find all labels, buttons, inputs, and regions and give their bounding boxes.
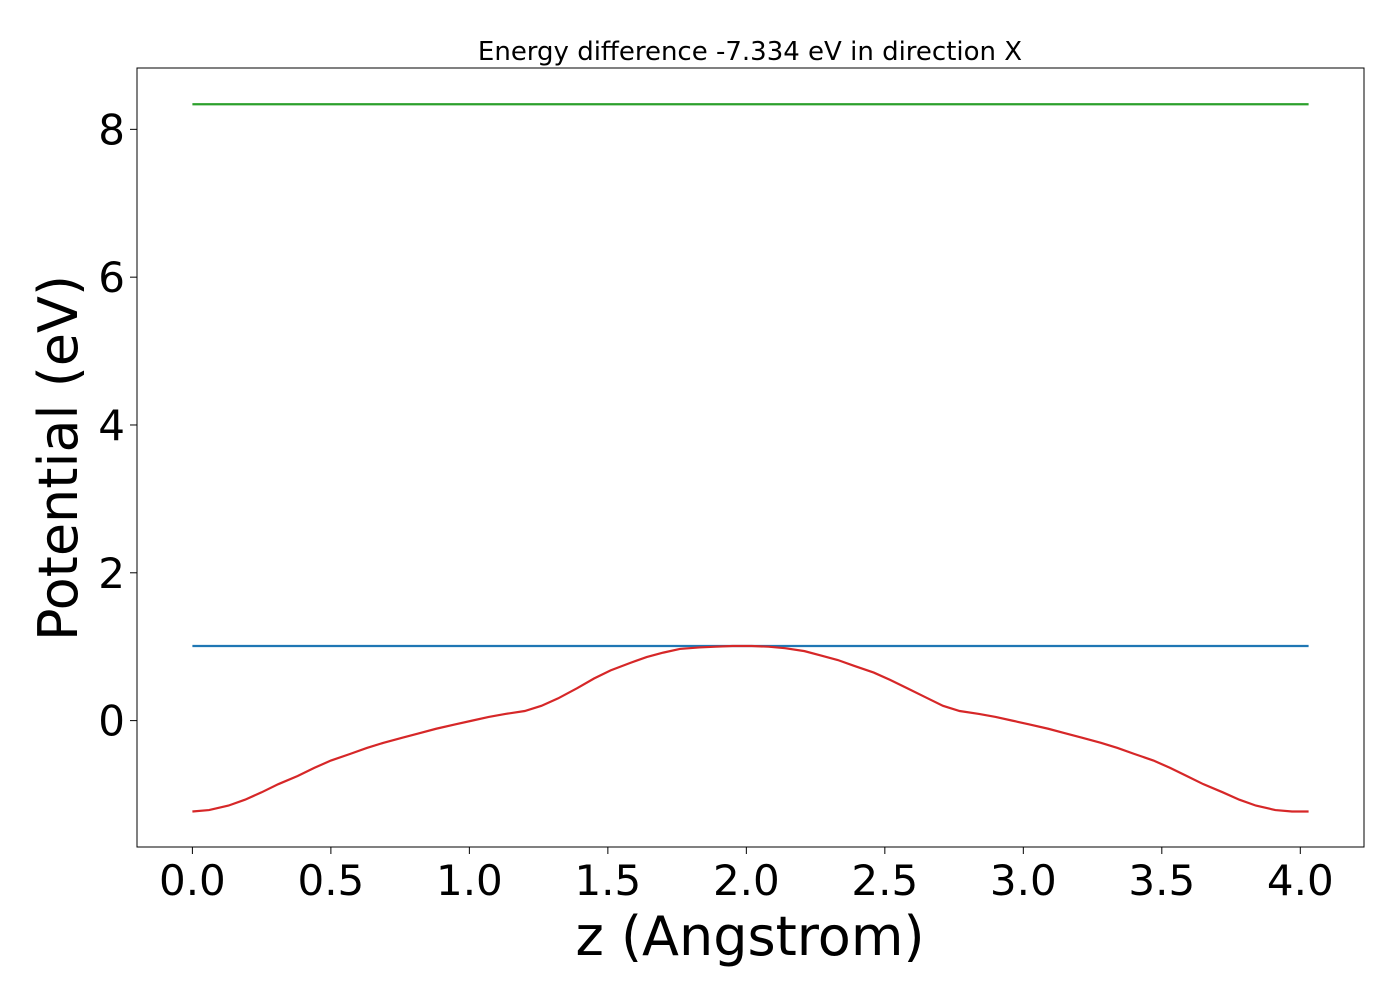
series-layer [192,103,1309,813]
series-line-3 [192,644,1309,813]
x-tick-label: 1.0 [436,856,503,905]
y-tick-label: 2 [98,549,125,598]
x-tick-label: 3.0 [990,856,1057,905]
y-tick-label: 0 [98,697,125,746]
x-tick-label: 1.5 [574,856,641,905]
x-tick-label: 3.5 [1128,856,1195,905]
y-tick-label: 8 [98,105,125,154]
x-axis: 0.0 0.5 1.0 1.5 2.0 2.5 3.0 3.5 4.0 [159,847,1334,905]
y-tick-label: 4 [98,401,125,450]
y-axis-label: Potential (eV) [27,275,90,641]
plot-frame [136,67,1365,848]
y-axis: 0 2 4 6 8 [98,105,137,746]
x-tick-label: 2.5 [851,856,918,905]
x-axis-label: z (Angstrom) [575,905,924,968]
chart-title: Energy difference -7.334 eV in direction… [478,37,1022,67]
x-tick-label: 4.0 [1267,856,1334,905]
x-tick-label: 2.0 [713,856,780,905]
x-tick-label: 0.0 [159,856,226,905]
x-tick-label: 0.5 [297,856,364,905]
y-tick-label: 6 [98,253,125,302]
